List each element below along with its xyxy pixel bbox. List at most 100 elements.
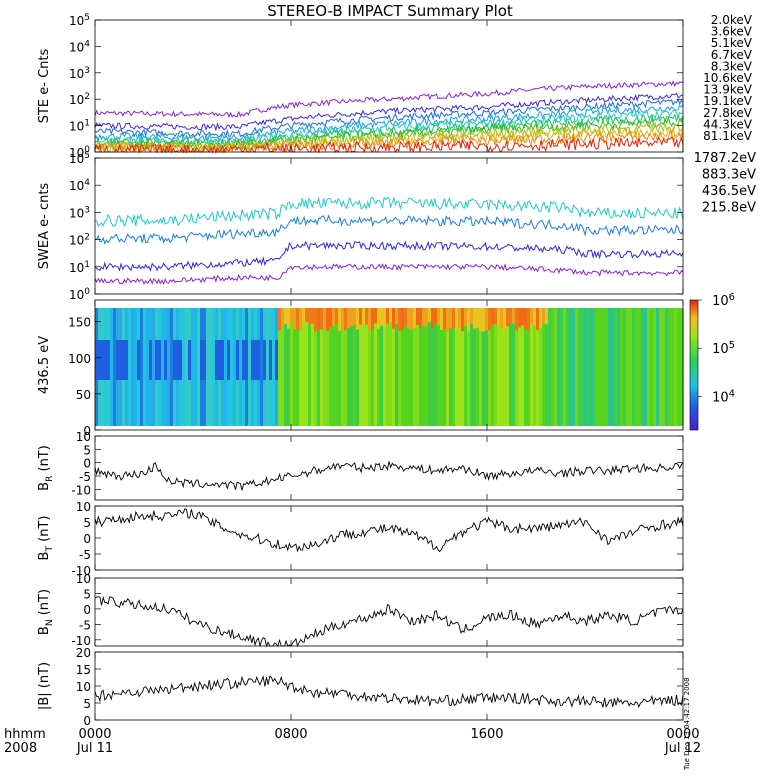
spectrogram-low-patch bbox=[251, 340, 255, 380]
spectrogram-top-band bbox=[374, 308, 378, 324]
spectrogram-top-band bbox=[395, 308, 399, 324]
spectrogram-top-band bbox=[476, 308, 480, 328]
spectrogram-column bbox=[233, 308, 237, 426]
spectrogram-top-band bbox=[371, 308, 375, 329]
spectrogram-column bbox=[635, 308, 639, 426]
spectrogram-column bbox=[413, 308, 417, 426]
spectrogram-column bbox=[572, 308, 576, 426]
panel-frame bbox=[94, 435, 684, 501]
y-axis-label: SWEA e- cnts bbox=[37, 183, 52, 270]
legend-entry: 81.1keV bbox=[703, 129, 753, 143]
timestamp-stamp: Tue Dec 13 04:42:17 2008 bbox=[683, 677, 691, 771]
spectrogram-column bbox=[494, 308, 498, 426]
spectrogram-column bbox=[539, 308, 543, 426]
y-axis-label: BR (nT) bbox=[37, 445, 55, 491]
spectrogram-column bbox=[284, 308, 288, 426]
spectrogram-column bbox=[512, 308, 516, 426]
spectrogram-column bbox=[671, 308, 675, 426]
spectrogram-column bbox=[503, 308, 507, 426]
spectrogram-column bbox=[302, 308, 306, 426]
spectrogram-column bbox=[272, 308, 276, 426]
series-line-2.0keV bbox=[94, 80, 684, 118]
spectrogram-column bbox=[461, 308, 465, 426]
spectrogram-top-band bbox=[386, 308, 390, 324]
spectrogram-column bbox=[395, 308, 399, 426]
spectrogram-column bbox=[440, 308, 444, 426]
spectrogram-column bbox=[335, 308, 339, 426]
spectrogram-column bbox=[593, 308, 597, 426]
y-tick-label: -10 bbox=[71, 483, 91, 497]
spectrogram-column bbox=[398, 308, 402, 426]
y-axis-label: |B| (nT) bbox=[37, 662, 52, 710]
spectrogram-low-patch bbox=[269, 340, 273, 380]
spectrogram-column bbox=[371, 308, 375, 426]
x-tick-label: 0800 bbox=[274, 727, 307, 742]
spectrogram-top-band bbox=[446, 308, 450, 332]
y-tick-label: 105 bbox=[69, 13, 90, 28]
spectrogram-column bbox=[161, 308, 165, 426]
spectrogram-column bbox=[626, 308, 630, 426]
legend-entry: 3.6keV bbox=[711, 25, 753, 39]
spectrogram-column bbox=[485, 308, 489, 426]
spectrogram-column bbox=[380, 308, 384, 426]
spectrogram-column bbox=[311, 308, 315, 426]
spectrogram-column bbox=[506, 308, 510, 426]
spectrogram-column bbox=[392, 308, 396, 426]
spectrogram-column bbox=[278, 308, 282, 426]
spectrogram-column bbox=[545, 308, 549, 426]
spectrogram-column bbox=[674, 308, 678, 426]
panel-bn: -10 -50 510 BN (nT) bbox=[37, 572, 684, 648]
spectrogram-column bbox=[602, 308, 606, 426]
spectrogram-column bbox=[266, 308, 270, 426]
x-tick-label: 1600 bbox=[470, 727, 503, 742]
y-tick-label: 104 bbox=[69, 39, 90, 54]
spectrogram-top-band bbox=[293, 308, 297, 330]
y-tick-label: 101 bbox=[69, 119, 90, 134]
spectrogram-top-band bbox=[410, 308, 414, 330]
spectrogram-column bbox=[659, 308, 663, 426]
spectrogram-top-band bbox=[479, 308, 483, 332]
spectrogram-column bbox=[668, 308, 672, 426]
spectrogram-column bbox=[476, 308, 480, 426]
spectrogram-top-band bbox=[464, 308, 468, 326]
colorbar-tick-label: 105 bbox=[712, 340, 735, 357]
spectrogram-top-band bbox=[305, 308, 309, 323]
spectrogram-top-band bbox=[398, 308, 402, 332]
spectrogram-column bbox=[530, 308, 534, 426]
spectrogram-column bbox=[341, 308, 345, 426]
spectrogram-low-patch bbox=[227, 340, 231, 380]
x-tick-sublabel: Jul 12 bbox=[664, 741, 701, 756]
spectrogram-top-band bbox=[326, 308, 330, 331]
y-tick-label: 100 bbox=[69, 145, 90, 160]
series-line-27.8keV bbox=[94, 126, 684, 154]
spectrogram-low-patch bbox=[158, 340, 162, 380]
spectrogram-top-band bbox=[533, 308, 537, 326]
x-axis-corner-year: 2008 bbox=[4, 741, 37, 756]
spectrogram-low-patch bbox=[95, 340, 99, 380]
spectrogram-top-band bbox=[344, 308, 348, 331]
y-tick-label: 5 bbox=[83, 516, 91, 530]
spectrogram-low-patch bbox=[218, 340, 222, 380]
spectrogram-column bbox=[542, 308, 546, 426]
spectrogram-column bbox=[464, 308, 468, 426]
spectrogram-top-band bbox=[467, 308, 471, 332]
spectrogram-column bbox=[383, 308, 387, 426]
y-axis-label: BT (nT) bbox=[37, 516, 55, 561]
spectrogram-top-band bbox=[404, 308, 408, 326]
spectrogram-column bbox=[548, 308, 552, 426]
spectrogram-top-band bbox=[338, 308, 342, 331]
spectrogram-column bbox=[389, 308, 393, 426]
spectrogram-column bbox=[614, 308, 618, 426]
spectrogram-top-band bbox=[440, 308, 444, 330]
spectrogram-column bbox=[323, 308, 327, 426]
spectrogram-column bbox=[152, 308, 156, 426]
spectrogram-column bbox=[656, 308, 660, 426]
legend-entry: 10.6keV bbox=[703, 71, 753, 85]
spectrogram-top-band bbox=[314, 308, 318, 332]
spectrogram-top-band bbox=[308, 308, 312, 325]
y-tick-label: 104 bbox=[69, 178, 90, 193]
spectrogram-column bbox=[554, 308, 558, 426]
x-tick-label: 0000 bbox=[666, 727, 699, 742]
spectrogram-column bbox=[401, 308, 405, 426]
